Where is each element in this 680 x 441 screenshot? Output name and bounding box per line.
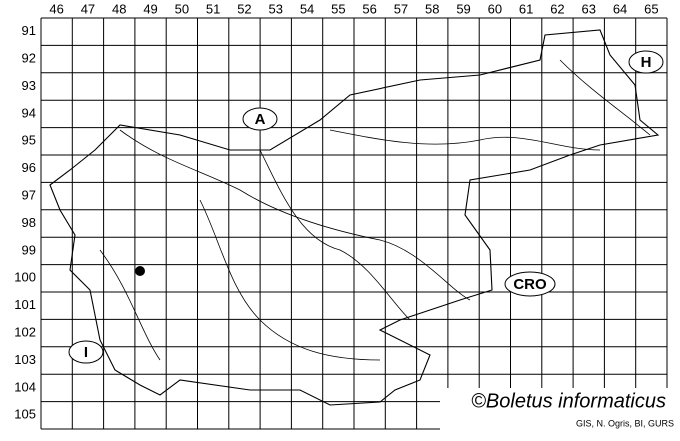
country-label: A xyxy=(255,111,266,128)
row-label: 104 xyxy=(14,379,36,394)
country-label: H xyxy=(641,54,652,71)
column-label: 53 xyxy=(269,1,283,16)
row-label: 99 xyxy=(22,242,36,257)
country-outline xyxy=(49,29,660,406)
column-label: 55 xyxy=(331,1,345,16)
row-label: 94 xyxy=(22,105,36,120)
column-label: 59 xyxy=(456,1,470,16)
row-label: 103 xyxy=(14,352,36,367)
row-label: 97 xyxy=(22,188,36,203)
column-label: 52 xyxy=(237,1,251,16)
column-label: 63 xyxy=(582,1,596,16)
label-oval xyxy=(68,340,104,364)
row-label: 95 xyxy=(22,133,36,148)
rivers xyxy=(99,59,651,361)
column-label: 50 xyxy=(175,1,189,16)
column-label: 47 xyxy=(81,1,95,16)
row-label: 96 xyxy=(22,160,36,175)
column-label: 51 xyxy=(206,1,220,16)
row-label: 102 xyxy=(14,325,36,340)
country-label: I xyxy=(84,344,88,361)
column-label: 65 xyxy=(644,1,658,16)
label-oval xyxy=(242,107,278,131)
row-label: 93 xyxy=(22,78,36,93)
label-oval xyxy=(504,271,556,297)
column-label: 54 xyxy=(300,1,314,16)
column-label: 49 xyxy=(143,1,157,16)
grid xyxy=(40,17,668,430)
column-label: 58 xyxy=(425,1,439,16)
column-label: 46 xyxy=(49,1,63,16)
column-label: 57 xyxy=(394,1,408,16)
column-label: 64 xyxy=(613,1,627,16)
row-label: 92 xyxy=(22,51,36,66)
row-label: 105 xyxy=(14,407,36,422)
column-label: 48 xyxy=(112,1,126,16)
row-label: 91 xyxy=(22,23,36,38)
column-label: 60 xyxy=(488,1,502,16)
location-dot xyxy=(135,266,145,276)
column-label: 61 xyxy=(519,1,533,16)
credit: ©Boletus informaticus xyxy=(471,390,666,412)
country-label: CRO xyxy=(513,276,547,293)
source: GIS, N. Ogris, BI, GURS xyxy=(576,418,674,428)
column-label: 56 xyxy=(362,1,376,16)
neighbour-labels: A H I CRO xyxy=(68,50,664,364)
column-label: 62 xyxy=(550,1,564,16)
row-label: 101 xyxy=(14,297,36,312)
label-oval xyxy=(628,50,664,74)
row-label: 98 xyxy=(22,215,36,230)
row-label: 100 xyxy=(14,270,36,285)
credit-box xyxy=(440,388,676,432)
